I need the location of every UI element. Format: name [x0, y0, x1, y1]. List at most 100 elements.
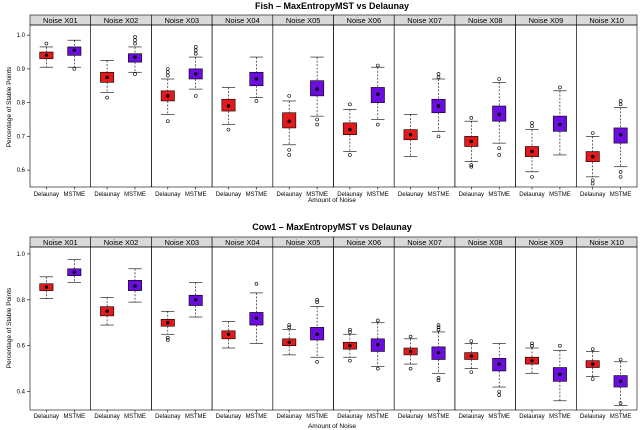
outlier-point: [436, 376, 441, 380]
box-delaunay: Delaunay: [277, 323, 302, 420]
median-dot: [530, 358, 534, 363]
panel-strip-label: Noise X06: [347, 16, 382, 25]
outlier-point: [376, 63, 380, 68]
y-tick-label: 0.6: [17, 344, 26, 350]
x-tick-label: MSTME: [610, 414, 632, 420]
x-tick-label: MSTME: [306, 192, 328, 198]
outlier-point: [193, 51, 198, 56]
y-tick-label: 0.9: [17, 67, 26, 73]
median-dot: [408, 349, 413, 354]
box-delaunay: Delaunay: [277, 94, 302, 198]
x-tick-label: Delaunay: [459, 192, 484, 198]
outlier-point: [254, 281, 259, 286]
outlier-point: [348, 358, 352, 363]
outlier-point: [315, 298, 319, 302]
box-delaunay: Delaunay: [398, 114, 423, 198]
box-delaunay: Delaunay: [337, 102, 363, 198]
x-tick-label: MSTME: [428, 414, 450, 420]
median-dot: [590, 362, 595, 366]
box-delaunay: Delaunay: [398, 334, 423, 420]
x-tick-label: MSTME: [246, 414, 268, 420]
x-axis-label: Amount of Noise: [308, 423, 356, 430]
box-delaunay: Delaunay: [94, 297, 120, 420]
panel-frame: [393, 246, 456, 411]
y-tick-label: 0.8: [17, 298, 26, 304]
y-tick-label: 0.7: [17, 134, 26, 140]
box-delaunay: Delaunay: [216, 321, 241, 420]
panel: Noise X02 Delaunay MSTME: [90, 236, 152, 420]
x-tick-label: Delaunay: [337, 192, 362, 198]
panel-strip-label: Noise X02: [104, 16, 139, 25]
box-mstme: MSTME: [306, 298, 328, 420]
x-axis-label: Amount of Noise: [308, 197, 356, 204]
median-dot: [254, 316, 259, 320]
panel-frame: [211, 24, 274, 188]
median-dot: [44, 53, 49, 58]
outlier-point: [315, 117, 319, 122]
x-tick-label: Delaunay: [94, 192, 119, 198]
panel: Noise X06 Delaunay MSTME: [333, 236, 395, 420]
median-dot: [226, 332, 231, 336]
outlier-point: [618, 102, 623, 107]
median-dot: [72, 48, 77, 53]
panel-strip-label: Noise X01: [43, 16, 78, 25]
outlier-point: [133, 38, 137, 42]
outlier-point: [436, 134, 441, 139]
y-tick-label: 1.0: [17, 252, 26, 258]
outlier-point: [590, 377, 595, 381]
box-mstme: MSTME: [246, 56, 268, 198]
outlier-point: [618, 357, 623, 362]
box-delaunay: Delaunay: [519, 121, 545, 198]
panel-frame: [272, 246, 334, 411]
outlier-point: [133, 72, 137, 76]
outlier-point: [497, 153, 502, 157]
box-delaunay: Delaunay: [216, 87, 241, 198]
median-dot: [558, 372, 562, 377]
x-tick-label: MSTME: [488, 414, 510, 420]
median-dot: [469, 139, 473, 144]
outlier-point: [590, 178, 595, 183]
outlier-point: [348, 327, 352, 332]
chart-title: Cow1 – MaxEntropyMST vs Delaunay: [252, 222, 412, 232]
median-dot: [530, 149, 534, 154]
x-tick-label: Delaunay: [216, 414, 241, 420]
panel-frame: [333, 24, 395, 188]
x-tick-label: MSTME: [63, 192, 85, 198]
outlier-point: [315, 122, 319, 127]
panel: Noise X10 Delaunay MSTME: [575, 236, 638, 420]
x-tick-label: MSTME: [367, 192, 389, 198]
panel-frame: [151, 246, 213, 411]
outlier-point: [618, 175, 623, 179]
x-tick-label: MSTME: [185, 192, 207, 198]
y-tick-label: 0.4: [17, 390, 26, 396]
panel-frame: [515, 24, 577, 188]
x-tick-label: MSTME: [185, 414, 207, 420]
median-dot: [105, 75, 109, 80]
panel-frame: [515, 246, 577, 411]
outlier-point: [133, 41, 137, 46]
box-delaunay: Delaunay: [34, 276, 59, 420]
outlier-point: [436, 378, 441, 382]
panel-frame: [151, 24, 213, 188]
outlier-point: [165, 67, 170, 71]
panel-strip-label: Noise X04: [225, 16, 260, 25]
box-mstme: MSTME: [428, 323, 450, 420]
x-tick-label: MSTME: [306, 414, 328, 420]
median-dot: [348, 344, 352, 348]
panel-strip-label: Noise X07: [407, 238, 442, 247]
box-mstme: MSTME: [185, 45, 207, 198]
x-tick-label: MSTME: [246, 192, 268, 198]
panel-frame: [272, 24, 334, 188]
outlier-point: [590, 347, 595, 351]
panel: Noise X05 Delaunay MSTME: [272, 236, 334, 420]
panel-strip-label: Noise X08: [468, 238, 503, 247]
outlier-point: [497, 393, 502, 397]
x-tick-label: Delaunay: [277, 192, 302, 198]
outlier-point: [348, 330, 352, 334]
box-delaunay: Delaunay: [580, 131, 605, 198]
outlier-point: [618, 99, 623, 103]
outlier-point: [44, 41, 49, 46]
outlier-point: [348, 102, 352, 107]
x-tick-label: Delaunay: [34, 414, 59, 420]
